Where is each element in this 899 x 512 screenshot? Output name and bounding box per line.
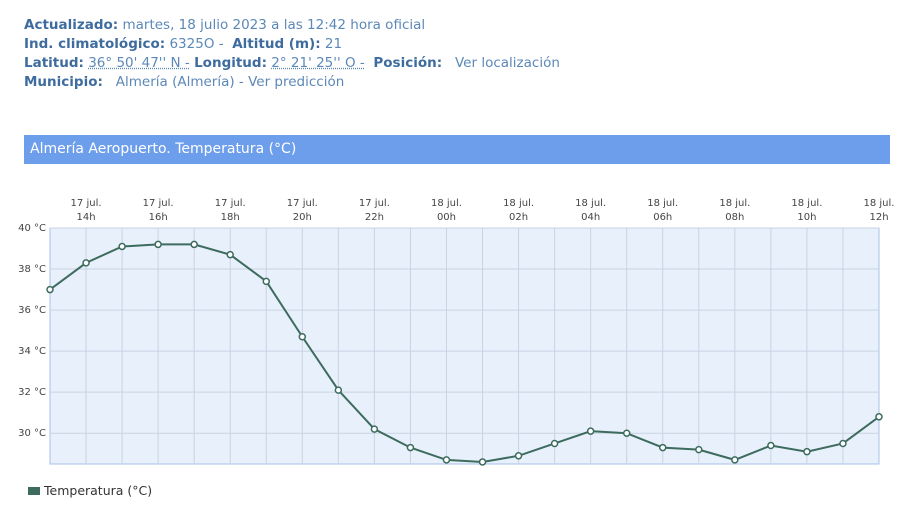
x-tick-label: 14h xyxy=(77,212,96,223)
marker xyxy=(622,429,631,437)
legend-swatch xyxy=(28,487,40,495)
info-row: Ind. climatológico: 6325O - Altitud (m):… xyxy=(24,35,560,54)
marker xyxy=(478,458,487,466)
y-tick-label: 30 °C xyxy=(18,428,46,439)
marker xyxy=(442,456,451,464)
y-tick-label: 32 °C xyxy=(18,387,46,398)
x-tick-label: 00h xyxy=(437,212,456,223)
y-tick-label: 34 °C xyxy=(18,346,46,357)
info-row: Latitud: 36° 50' 47'' N - Longitud: 2° 2… xyxy=(24,54,560,73)
x-tick-label: 04h xyxy=(581,212,600,223)
x-tick-label: 10h xyxy=(797,212,816,223)
x-tick-label: 18 jul. xyxy=(431,198,462,209)
marker xyxy=(731,456,739,464)
marker xyxy=(46,285,54,294)
marker xyxy=(370,425,379,433)
x-tick-label: 17 jul. xyxy=(359,198,390,209)
marker xyxy=(406,443,415,452)
value: 2° 21' 25'' O - xyxy=(271,55,365,71)
label: Longitud: xyxy=(194,55,267,71)
marker xyxy=(226,250,234,259)
marker xyxy=(298,333,307,341)
marker xyxy=(658,443,667,452)
marker xyxy=(695,445,703,454)
label: Municipio: xyxy=(24,74,103,90)
value: 36° 50' 47'' N - xyxy=(88,55,190,71)
x-tick-label: 06h xyxy=(653,212,672,223)
x-tick-label: 18h xyxy=(221,212,240,223)
marker xyxy=(550,439,559,448)
x-tick-label: 17 jul. xyxy=(287,198,318,209)
marker xyxy=(767,441,775,450)
info-row: Actualizado: martes, 18 julio 2023 a las… xyxy=(24,16,560,35)
marker xyxy=(803,447,811,456)
marker xyxy=(334,386,343,394)
y-tick-label: 36 °C xyxy=(18,305,46,316)
legend-label: Temperatura (°C) xyxy=(43,483,152,498)
label: Latitud: xyxy=(24,55,84,71)
x-tick-label: 18 jul. xyxy=(864,198,895,209)
link[interactable]: Ver predicción xyxy=(248,74,345,90)
x-tick-label: 18 jul. xyxy=(791,198,822,209)
value: Almería (Almería) - xyxy=(115,74,244,90)
x-tick-label: 17 jul. xyxy=(143,198,174,209)
x-tick-label: 18 jul. xyxy=(647,198,678,209)
x-tick-label: 16h xyxy=(149,212,168,223)
chart-title: Almería Aeropuerto. Temperatura (°C) xyxy=(24,135,890,164)
marker xyxy=(875,413,883,421)
label: Altitud (m): xyxy=(232,36,321,52)
station-info: Actualizado: martes, 18 julio 2023 a las… xyxy=(24,16,560,92)
marker xyxy=(839,439,847,448)
x-tick-label: 12h xyxy=(869,212,888,223)
x-tick-label: 18 jul. xyxy=(503,198,534,209)
info-row: Municipio: Almería (Almería) - Ver predi… xyxy=(24,73,560,92)
marker xyxy=(82,259,90,267)
link[interactable]: Ver localización xyxy=(455,55,560,71)
x-tick-label: 20h xyxy=(293,212,312,223)
x-tick-label: 17 jul. xyxy=(71,198,102,209)
x-tick-label: 18 jul. xyxy=(719,198,750,209)
marker xyxy=(190,240,198,249)
y-tick-label: 40 °C xyxy=(18,223,46,234)
x-tick-label: 22h xyxy=(365,212,384,223)
value: 6325O - xyxy=(169,36,224,52)
label: Posición: xyxy=(373,55,443,71)
x-tick-label: 08h xyxy=(725,212,744,223)
marker xyxy=(154,240,162,249)
plot-area xyxy=(49,227,880,465)
x-tick-label: 17 jul. xyxy=(215,198,246,209)
value: martes, 18 julio 2023 a las 12:42 hora o… xyxy=(122,17,426,33)
line xyxy=(49,243,880,463)
marker xyxy=(118,242,126,251)
y-tick-label: 38 °C xyxy=(18,264,46,275)
marker xyxy=(514,452,523,460)
x-tick-label: 02h xyxy=(509,212,528,223)
marker xyxy=(262,277,271,286)
label: Actualizado: xyxy=(24,17,119,33)
x-tick-label: 18 jul. xyxy=(575,198,606,209)
value: 21 xyxy=(324,36,343,52)
label: Ind. climatológico: xyxy=(24,36,166,52)
marker xyxy=(586,427,595,435)
